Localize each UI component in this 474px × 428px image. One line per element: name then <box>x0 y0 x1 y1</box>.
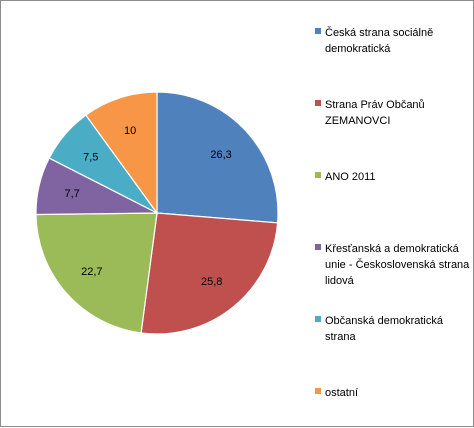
legend: Česká strana sociálně demokratická Stran… <box>315 1 473 428</box>
legend-label: ANO 2011 <box>325 171 376 183</box>
legend-label: Česká strana sociálně demokratická <box>325 27 434 55</box>
slice-value-label: 25,8 <box>201 276 222 288</box>
slice-value-label: 26,3 <box>210 149 231 161</box>
slice-value-label: 10 <box>124 125 136 137</box>
pie-slice <box>140 212 279 335</box>
pie-slice <box>85 91 158 215</box>
legend-swatch <box>315 244 321 250</box>
legend-label: Křesťanská a demokratická unie - Českosl… <box>325 243 470 287</box>
slice-value-label: 7,7 <box>65 188 80 200</box>
slice-value-label: 22,7 <box>81 266 102 278</box>
legend-swatch <box>315 100 321 106</box>
legend-swatch <box>315 172 321 178</box>
legend-label: ostatní <box>325 387 359 399</box>
legend-label: Občanská demokratická strana <box>325 315 443 343</box>
slice-labels: 26,3 25,8 22,7 7,7 7,5 10 <box>65 125 232 288</box>
pie-slices <box>35 91 279 335</box>
pie-slice <box>35 212 158 334</box>
legend-swatch <box>315 388 321 394</box>
legend-swatch <box>315 316 321 322</box>
pie-slice <box>156 91 279 224</box>
legend-label: Strana Práv Občanů ZEMANOVCI <box>325 99 425 127</box>
legend-swatch <box>315 28 321 34</box>
slice-value-label: 7,5 <box>83 151 98 163</box>
